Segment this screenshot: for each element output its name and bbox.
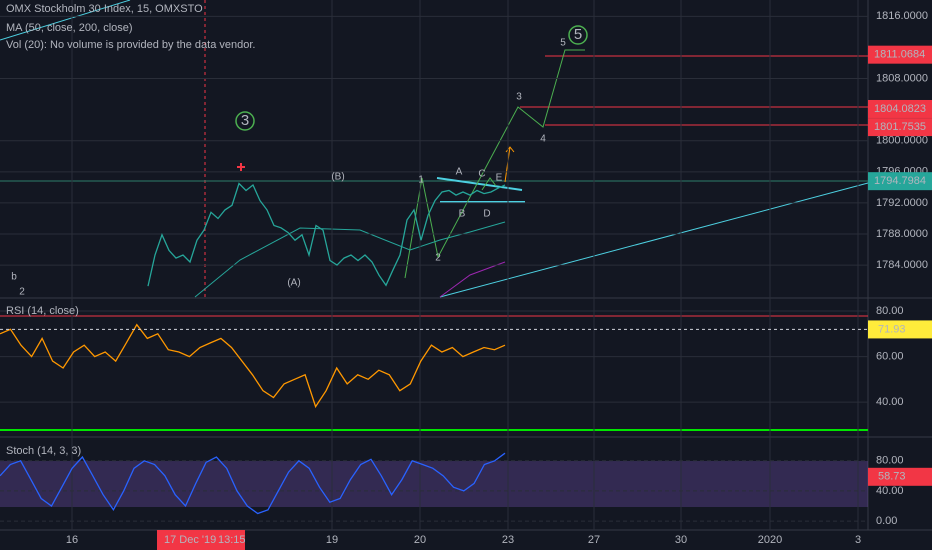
price-tag-label: 1794.7984	[874, 175, 926, 187]
crosshair-date: 17 Dec '19	[164, 534, 216, 546]
y-tick-label: 1784.0000	[876, 259, 928, 271]
x-tick-label: 3	[855, 534, 861, 546]
price-tag	[868, 118, 932, 137]
wave-label: 5	[560, 38, 566, 49]
ma-legend: MA (50, close, 200, close)	[6, 22, 133, 34]
price-tag-label: 1811.0684	[874, 49, 925, 61]
wave-label: 4	[540, 134, 546, 145]
x-tick-label: 30	[675, 534, 687, 546]
x-tick-label: 27	[588, 534, 600, 546]
wave-label: 1	[418, 175, 424, 186]
stoch-line	[0, 452, 506, 515]
y-tick-label: 60.00	[876, 350, 904, 362]
wave-label: (B)	[331, 172, 344, 183]
rsi-tag-label: 71.93	[878, 323, 906, 335]
stoch-tag	[868, 467, 932, 486]
wave-label: A	[456, 167, 463, 178]
trend-line	[439, 182, 869, 298]
stoch-legend: Stoch (14, 3, 3)	[6, 445, 81, 457]
price-tag-label: 1801.7535	[874, 121, 926, 133]
y-tick-label: 0.00	[876, 515, 897, 527]
y-tick-label: 40.00	[876, 485, 904, 497]
wave-path	[481, 177, 497, 191]
x-tick-label: 19	[326, 534, 338, 546]
price-tag	[868, 99, 932, 118]
wave-circle	[568, 25, 588, 45]
x-tick-label: 2020	[758, 534, 782, 546]
price-line	[147, 182, 506, 287]
rsi-legend: RSI (14, close)	[6, 305, 79, 317]
y-tick-label: 1788.0000	[876, 228, 928, 240]
ma-200	[439, 261, 506, 298]
y-tick-label: 80.00	[876, 455, 904, 467]
crosshair-time: 13:15	[218, 534, 246, 546]
ma-50	[194, 221, 506, 298]
y-tick-label: 1792.0000	[876, 197, 928, 209]
x-tick-label: 23	[502, 534, 514, 546]
crosshair-label	[157, 530, 245, 550]
symbol-title: OMX Stockholm 30 Index, 15, OMXSTO	[6, 3, 203, 15]
rsi-tag	[868, 320, 932, 339]
wave-label: C	[478, 169, 485, 180]
wave-circle	[235, 111, 255, 131]
wave-label: 3	[516, 92, 522, 103]
wave-label: 2	[19, 287, 25, 298]
wave-label: 3	[241, 112, 249, 129]
x-tick-label: 16	[66, 534, 78, 546]
y-tick-label: 1808.0000	[876, 72, 928, 84]
price-tag	[868, 172, 932, 191]
marker	[237, 163, 245, 171]
y-tick-label: 1800.0000	[876, 135, 928, 147]
wave-label: D	[483, 209, 490, 220]
x-tick-label: 20	[414, 534, 426, 546]
wave-label: b	[11, 272, 17, 283]
wave-label: E	[496, 173, 503, 184]
y-tick-label: 1816.0000	[876, 10, 928, 22]
price-tag-label: 1804.0823	[874, 103, 926, 115]
y-tick-label: 40.00	[876, 396, 904, 408]
stoch-tag-label: 58.73	[878, 471, 906, 483]
y-tick-label: 80.00	[876, 305, 904, 317]
wave-label: B	[459, 209, 466, 220]
stoch-band	[0, 461, 868, 507]
rsi-line	[0, 323, 506, 409]
trend-line	[0, 0, 131, 41]
wave-label: 2	[435, 253, 441, 264]
price-tag	[868, 45, 932, 64]
vol-legend: Vol (20): No volume is provided by the d…	[6, 39, 255, 51]
wave-label: 5	[574, 26, 582, 43]
wave-path	[404, 49, 585, 279]
arrow	[505, 146, 515, 153]
wave-label: (A)	[287, 278, 300, 289]
